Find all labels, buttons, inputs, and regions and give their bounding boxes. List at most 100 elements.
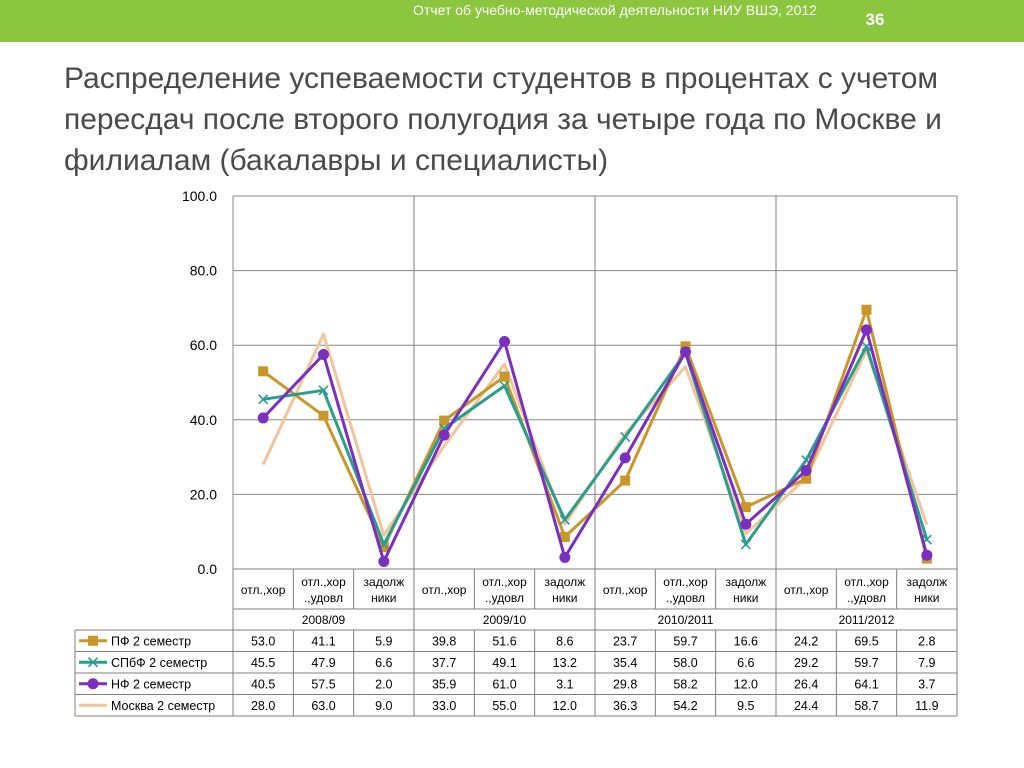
data-label: 12.0 — [553, 699, 577, 713]
x-category-label: ники — [914, 591, 939, 605]
x-group-label: 2010/2011 — [658, 613, 714, 627]
data-label: 5.9 — [375, 634, 392, 648]
slide-title: Распределение успеваемости студентов в п… — [64, 62, 942, 177]
data-label: 13.2 — [553, 656, 577, 670]
data-point — [559, 531, 570, 542]
data-label: 6.6 — [737, 656, 754, 670]
legend-label: Москва 2 семестр — [111, 699, 215, 713]
data-point — [740, 539, 751, 550]
data-label: 58.2 — [673, 677, 697, 691]
data-point — [620, 431, 631, 443]
x-category-label: .,удовл — [666, 591, 705, 605]
data-label: 23.7 — [613, 634, 637, 648]
data-point — [87, 657, 99, 668]
data-label: 61.0 — [492, 677, 516, 691]
data-label: 36.3 — [613, 699, 637, 713]
data-label: 9.5 — [737, 699, 754, 713]
data-label: 11.9 — [915, 699, 938, 713]
data-label: 57.5 — [311, 677, 335, 691]
data-label: 3.1 — [556, 677, 573, 691]
data-label: 63.0 — [311, 699, 335, 713]
series-line — [262, 328, 929, 563]
data-label: 58.7 — [854, 699, 878, 713]
x-category-label: задолж — [907, 575, 948, 589]
data-label: 55.0 — [492, 699, 516, 713]
data-point — [378, 541, 389, 552]
y-tick-label: 100.0 — [182, 188, 217, 204]
x-group-label: 2011/2012 — [839, 613, 895, 627]
data-point — [88, 635, 98, 646]
x-category-label: отл.,хор — [784, 583, 829, 597]
data-point — [378, 556, 390, 568]
x-category-label: ники — [733, 591, 758, 605]
y-tick-label: 80.0 — [190, 263, 217, 279]
x-category-label: отл.,хор — [422, 583, 467, 597]
data-point — [439, 415, 450, 426]
data-label: 49.1 — [492, 656, 516, 670]
data-label: 35.9 — [432, 677, 456, 691]
data-label: 2.8 — [918, 634, 935, 648]
data-label: 12.0 — [734, 677, 758, 691]
data-point — [861, 304, 872, 315]
data-label: 53.0 — [251, 634, 275, 648]
data-point — [257, 412, 269, 424]
data-label: 7.9 — [918, 656, 935, 670]
data-point — [318, 385, 329, 396]
data-label: 64.1 — [854, 677, 878, 691]
y-tick-label: 0.0 — [198, 561, 218, 577]
data-point — [619, 452, 631, 464]
x-category-label: .,удовл — [304, 591, 343, 605]
x-category-label: .,удовл — [847, 591, 886, 605]
data-label: 3.7 — [918, 677, 935, 691]
data-label: 59.7 — [854, 656, 878, 670]
data-label: 29.8 — [613, 677, 637, 691]
data-point — [680, 341, 691, 352]
series-line — [262, 344, 929, 546]
data-point — [318, 410, 329, 421]
data-point — [87, 678, 99, 690]
x-category-label: отл.,хор — [844, 575, 889, 589]
y-tick-label: 60.0 — [190, 337, 217, 353]
data-point — [559, 551, 571, 563]
data-label: 41.1 — [311, 634, 335, 648]
data-label: 51.6 — [492, 634, 516, 648]
header-bar — [0, 0, 1024, 42]
data-point — [801, 473, 812, 484]
data-label: 9.0 — [375, 699, 392, 713]
data-label: 2.0 — [375, 677, 392, 691]
x-category-label: ники — [371, 591, 396, 605]
data-label: 47.9 — [311, 656, 335, 670]
data-label: 8.6 — [556, 634, 573, 648]
x-category-label: задолж — [364, 575, 405, 589]
x-category-label: отл.,хор — [241, 583, 286, 597]
data-label: 26.4 — [794, 677, 818, 691]
data-label: 33.0 — [432, 699, 456, 713]
data-point — [438, 429, 450, 441]
data-label: 16.6 — [734, 634, 758, 648]
y-tick-label: 40.0 — [190, 412, 217, 428]
data-label: 24.4 — [794, 699, 818, 713]
data-point — [499, 380, 510, 391]
x-category-label: отл.,хор — [603, 583, 648, 597]
data-point — [499, 335, 510, 347]
data-label: 69.5 — [854, 634, 878, 648]
data-label: 29.2 — [794, 656, 818, 670]
data-label: 28.0 — [251, 699, 275, 713]
report-title: Отчет об учебно-методической деятельност… — [413, 2, 817, 18]
data-label: 45.5 — [251, 656, 275, 670]
data-point — [559, 514, 570, 525]
y-tick-label: 20.0 — [190, 486, 217, 502]
data-point — [499, 371, 510, 382]
x-category-label: задолж — [545, 575, 586, 589]
data-label: 39.8 — [432, 634, 456, 648]
x-category-label: отл.,хор — [301, 575, 346, 589]
data-point — [620, 475, 631, 486]
data-point — [861, 324, 872, 336]
page-number: 36 — [865, 10, 885, 29]
data-point — [318, 349, 329, 361]
x-category-label: отл.,хор — [482, 575, 527, 589]
legend-label: СПбФ 2 семестр — [111, 656, 207, 670]
data-point — [740, 502, 751, 513]
x-category-label: .,удовл — [485, 591, 524, 605]
data-point — [258, 394, 269, 405]
